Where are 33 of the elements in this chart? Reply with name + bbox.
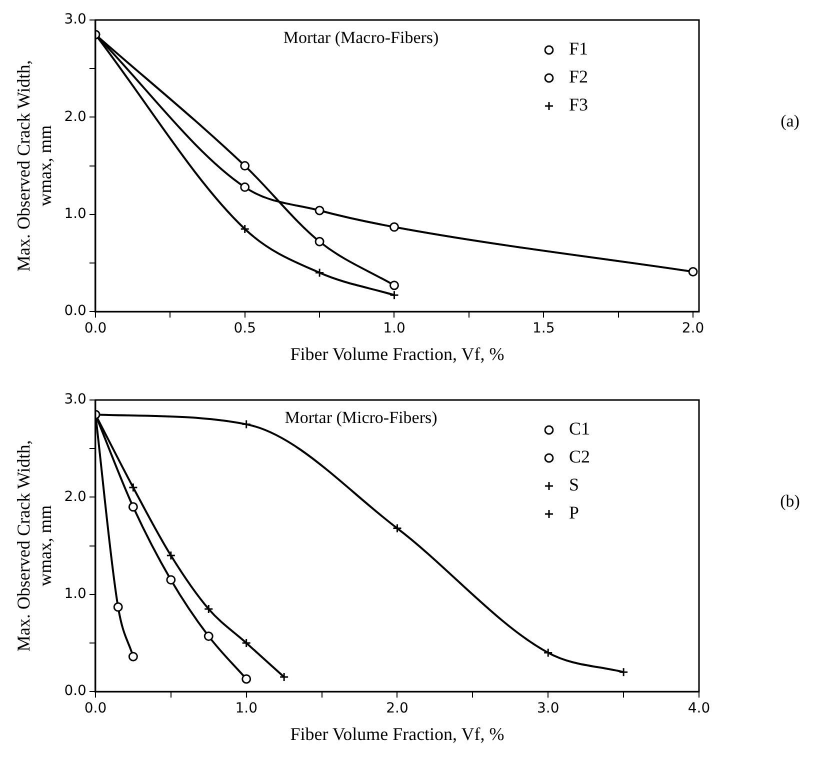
y-tick-label: 1.0 bbox=[64, 206, 86, 222]
legend-label: S bbox=[569, 474, 580, 495]
legend-label: F2 bbox=[569, 66, 588, 87]
x-tick-label: 2.0 bbox=[386, 700, 408, 717]
y-tick-label: 0.0 bbox=[64, 683, 86, 700]
x-tick-label: 2.0 bbox=[682, 320, 704, 337]
legend-label: F1 bbox=[569, 38, 588, 59]
y-axis-title: Max. Observed Crack Width, wmax, mm bbox=[14, 60, 56, 272]
x-tick-label: 1.0 bbox=[235, 700, 258, 717]
y-tick-label: 1.0 bbox=[64, 586, 86, 602]
y-axis-title: Max. Observed Crack Width, wmax, mm bbox=[14, 440, 56, 652]
legend-label: P bbox=[569, 502, 580, 523]
y-tick-label: 2.0 bbox=[64, 108, 86, 125]
y-tick-label: 3.0 bbox=[64, 392, 86, 408]
y-tick-label: 3.0 bbox=[64, 12, 86, 28]
x-tick-label: 4.0 bbox=[688, 700, 710, 717]
x-tick-label: 0.0 bbox=[84, 320, 107, 337]
y-tick-label: 0.0 bbox=[64, 303, 86, 320]
text: (a) bbox=[780, 112, 800, 131]
x-axis-title: Fiber Volume Fraction, Vf, % bbox=[290, 344, 504, 364]
legend-label: F3 bbox=[569, 94, 588, 115]
text: Mortar (Macro-Fibers) bbox=[283, 28, 439, 47]
x-axis-title: Fiber Volume Fraction, Vf, % bbox=[290, 724, 504, 744]
text: (b) bbox=[780, 492, 800, 511]
y-tick-label: 2.0 bbox=[64, 488, 86, 505]
legend-label: C2 bbox=[569, 446, 590, 467]
x-tick-label: 1.5 bbox=[532, 320, 555, 337]
x-tick-label: 0.0 bbox=[84, 700, 107, 717]
x-tick-label: 3.0 bbox=[536, 700, 560, 717]
x-tick-label: 1.0 bbox=[383, 320, 406, 337]
legend-label: C1 bbox=[569, 418, 590, 439]
text: Mortar (Micro-Fibers) bbox=[284, 408, 438, 427]
x-tick-label: 0.5 bbox=[234, 320, 256, 337]
